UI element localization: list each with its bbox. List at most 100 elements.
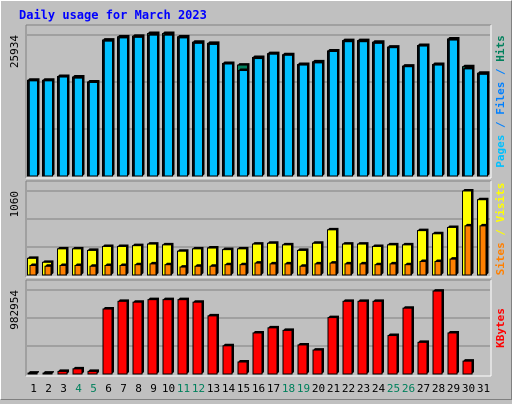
bar-pages-day-27 xyxy=(418,44,430,177)
bar-sites-day-7 xyxy=(119,263,128,276)
x-label-day-29: 29 xyxy=(447,382,460,395)
x-label-day-31: 31 xyxy=(477,382,490,395)
bar-pages-day-15 xyxy=(238,68,250,177)
bar-kbytes-day-22 xyxy=(342,299,354,375)
bar-sites-day-21-face xyxy=(329,262,337,276)
x-label-day-28: 28 xyxy=(432,382,445,395)
bar-sites-day-14-face xyxy=(224,264,232,276)
x-label-day-22: 22 xyxy=(342,382,355,395)
panel-kbytes: 982954 KBytes xyxy=(8,279,507,377)
bar-kbytes-day-7-face xyxy=(117,300,128,375)
bar-pages-day-15-face xyxy=(238,70,249,177)
panel-hits-ylabel-part: Pages xyxy=(494,135,507,168)
bar-kbytes-day-14-face xyxy=(222,345,233,375)
bar-kbytes-day-6-face xyxy=(102,308,113,375)
panel-kbytes-ylabel: KBytes xyxy=(494,308,507,348)
bar-kbytes-day-27 xyxy=(417,340,429,375)
bar-sites-day-8-face xyxy=(134,264,142,276)
bar-sites-day-6-face xyxy=(104,264,112,276)
bar-pages-day-7-face xyxy=(118,37,129,177)
bar-pages-day-16 xyxy=(253,56,265,177)
x-label-day-10: 10 xyxy=(162,382,175,395)
bar-sites-day-16-face xyxy=(254,262,262,276)
panel-hits: 25934 Pages / Files / Hits xyxy=(8,24,507,179)
bar-sites-day-1-face xyxy=(29,264,37,276)
bar-kbytes-day-3 xyxy=(57,369,69,375)
bar-pages-day-29 xyxy=(448,38,460,177)
panel-kbytes-max-label: 982954 xyxy=(8,290,21,330)
bar-kbytes-day-18-face xyxy=(282,329,293,375)
bar-sites-day-28-face xyxy=(434,261,442,276)
panel-hits-ylabel-part: Hits xyxy=(494,35,507,62)
panel-visits-ylabel-part: Visits xyxy=(494,183,507,223)
x-label-day-13: 13 xyxy=(207,382,220,395)
bar-pages-day-30 xyxy=(463,66,475,177)
bar-pages-day-21 xyxy=(328,49,340,177)
bar-pages-day-24-face xyxy=(373,42,383,177)
x-label-day-11: 11 xyxy=(177,382,190,395)
bar-sites-day-31-face xyxy=(479,225,487,276)
bar-pages-day-18-face xyxy=(283,54,293,177)
x-label-day-5: 5 xyxy=(90,382,97,395)
bar-sites-day-29-face xyxy=(449,258,457,276)
bar-kbytes-day-19 xyxy=(297,342,309,375)
bar-kbytes-day-30 xyxy=(462,359,474,375)
bar-sites-day-15 xyxy=(239,262,248,276)
bar-kbytes-day-21-face xyxy=(327,317,338,375)
bar-sites-day-9 xyxy=(149,261,158,276)
x-label-day-12: 12 xyxy=(192,382,205,395)
bar-kbytes-day-23-face xyxy=(357,300,368,375)
bar-pages-day-12 xyxy=(193,41,205,177)
x-label-day-27: 27 xyxy=(417,382,430,395)
bar-pages-day-20-face xyxy=(313,62,323,177)
bar-sites-day-1 xyxy=(29,263,38,276)
bar-sites-day-27 xyxy=(419,259,428,276)
bar-kbytes-day-15-face xyxy=(237,361,248,375)
bar-kbytes-day-20-face xyxy=(312,349,323,375)
bar-sites-day-8 xyxy=(134,262,143,276)
bar-pages-day-12-face xyxy=(193,42,204,177)
bar-sites-day-17 xyxy=(269,261,278,276)
bar-sites-day-4 xyxy=(74,263,83,276)
bar-pages-day-13 xyxy=(208,42,220,177)
bar-sites-day-3-face xyxy=(59,264,67,276)
bar-kbytes-day-5 xyxy=(87,369,99,375)
bar-kbytes-day-17 xyxy=(267,325,279,375)
bar-sites-day-5 xyxy=(89,264,98,276)
bar-kbytes-day-25 xyxy=(387,333,399,375)
bar-sites-day-14 xyxy=(224,262,233,276)
bar-sites-day-23 xyxy=(359,261,368,276)
bar-pages-day-5 xyxy=(88,80,100,177)
bar-kbytes-day-4-face xyxy=(72,368,83,375)
bar-kbytes-day-22-face xyxy=(342,300,353,375)
bar-pages-day-1 xyxy=(28,78,40,177)
bar-sites-day-26 xyxy=(404,262,413,276)
x-label-day-18: 18 xyxy=(282,382,295,395)
bar-sites-day-21 xyxy=(329,261,338,276)
bar-sites-day-5-face xyxy=(89,265,97,276)
x-label-day-21: 21 xyxy=(327,382,340,395)
panel-hits-ylabel-part: / xyxy=(494,115,507,135)
bar-kbytes-day-23 xyxy=(357,299,369,375)
bar-pages-day-14-face xyxy=(223,63,234,177)
panel-visits: 1060 Sites / Visits xyxy=(8,180,507,278)
bar-pages-day-4 xyxy=(73,76,85,177)
bar-kbytes-day-29 xyxy=(447,330,459,375)
bar-pages-day-17-face xyxy=(268,53,278,177)
bar-sites-day-23-face xyxy=(359,263,367,276)
bar-pages-day-13-face xyxy=(208,43,219,177)
bar-kbytes-day-21 xyxy=(327,315,339,375)
bar-kbytes-day-16-face xyxy=(252,332,263,375)
bar-kbytes-day-10 xyxy=(162,297,174,375)
chart-panels: 25934 Pages / Files / Hits 1060 Sites / Vis… xyxy=(8,24,507,377)
bar-pages-day-23 xyxy=(358,39,370,177)
bar-sites-day-7-face xyxy=(119,264,127,276)
bar-sites-day-2-face xyxy=(44,265,52,276)
bar-sites-day-17-face xyxy=(269,263,277,276)
bar-sites-day-13-face xyxy=(209,265,217,276)
bar-sites-day-12 xyxy=(194,264,203,276)
x-label-day-3: 3 xyxy=(60,382,67,395)
panel-visits-ylabel-part: / xyxy=(494,222,507,242)
bar-pages-day-19-face xyxy=(298,64,308,177)
bar-pages-day-31 xyxy=(478,72,490,177)
